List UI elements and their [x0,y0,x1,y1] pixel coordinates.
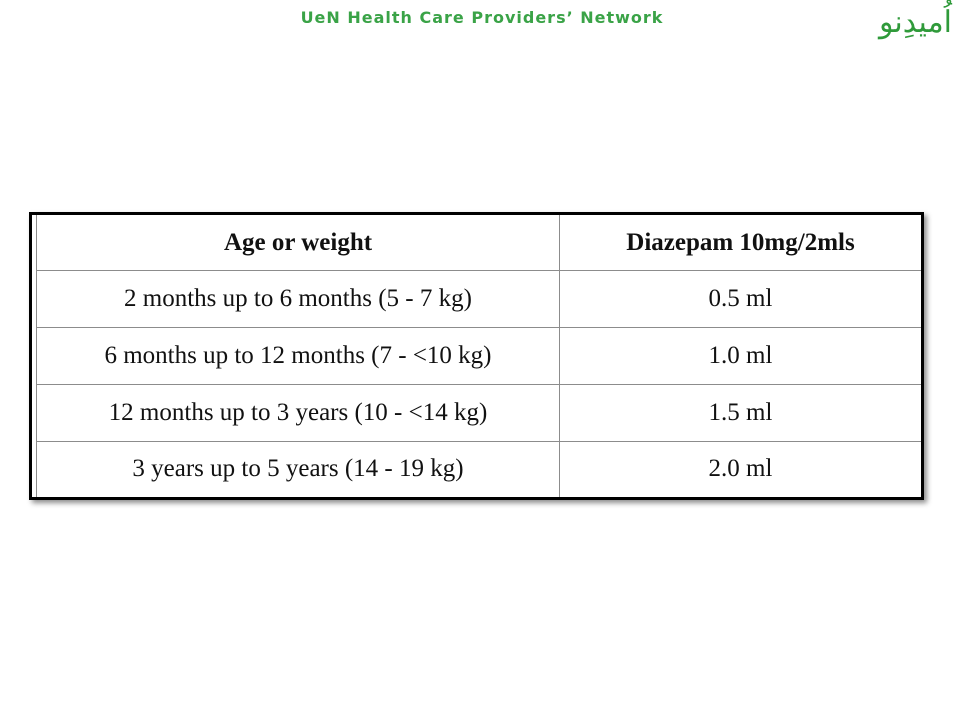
age-weight-cell: 2 months up to 6 months (5 - 7 kg) [36,270,560,329]
dose-cell: 1.0 ml [559,327,921,385]
table-header-row: Age or weight Diazepam 10mg/2mls [36,215,921,272]
dose-cell: 0.5 ml [559,270,921,329]
table-row: 2 months up to 6 months (5 - 7 kg) 0.5 m… [36,270,921,329]
age-weight-cell: 6 months up to 12 months (7 - <10 kg) [36,327,560,385]
dosage-table-container: Age or weight Diazepam 10mg/2mls 2 month… [29,212,924,500]
dose-cell: 2.0 ml [559,440,921,497]
age-weight-cell: 12 months up to 3 years (10 - <14 kg) [36,383,560,442]
table-row: 12 months up to 3 years (10 - <14 kg) 1.… [36,383,921,442]
dosage-table: Age or weight Diazepam 10mg/2mls 2 month… [36,215,921,497]
dose-cell: 1.5 ml [559,383,921,442]
column-header-diazepam: Diazepam 10mg/2mls [559,215,921,272]
table-row: 6 months up to 12 months (7 - <10 kg) 1.… [36,327,921,385]
age-weight-cell: 3 years up to 5 years (14 - 19 kg) [36,440,560,497]
header-title: UeN Health Care Providers’ Network [300,8,664,27]
table-row: 3 years up to 5 years (14 - 19 kg) 2.0 m… [36,440,921,497]
column-header-age-weight: Age or weight [36,215,560,272]
organization-logo: اُمیدِنو [878,5,952,40]
